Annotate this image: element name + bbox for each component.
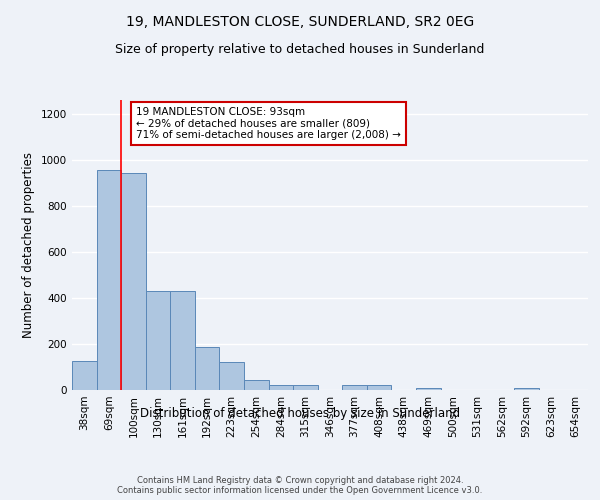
Y-axis label: Number of detached properties: Number of detached properties	[22, 152, 35, 338]
Bar	[72, 361, 97, 390]
Bar	[367, 386, 391, 390]
Text: Size of property relative to detached houses in Sunderland: Size of property relative to detached ho…	[115, 42, 485, 56]
Bar	[342, 386, 367, 390]
Bar	[416, 388, 440, 390]
Bar	[146, 291, 170, 390]
Bar	[514, 388, 539, 390]
Text: Distribution of detached houses by size in Sunderland: Distribution of detached houses by size …	[140, 408, 460, 420]
Bar	[121, 172, 146, 390]
Bar	[220, 362, 244, 390]
Bar	[293, 385, 318, 390]
Bar	[195, 348, 220, 390]
Text: 19, MANDLESTON CLOSE, SUNDERLAND, SR2 0EG: 19, MANDLESTON CLOSE, SUNDERLAND, SR2 0E…	[126, 15, 474, 29]
Text: Contains HM Land Registry data © Crown copyright and database right 2024.
Contai: Contains HM Land Registry data © Crown c…	[118, 476, 482, 495]
Text: 19 MANDLESTON CLOSE: 93sqm
← 29% of detached houses are smaller (809)
71% of sem: 19 MANDLESTON CLOSE: 93sqm ← 29% of deta…	[136, 107, 401, 140]
Bar	[244, 380, 269, 390]
Bar	[170, 291, 195, 390]
Bar	[97, 170, 121, 390]
Bar	[269, 385, 293, 390]
